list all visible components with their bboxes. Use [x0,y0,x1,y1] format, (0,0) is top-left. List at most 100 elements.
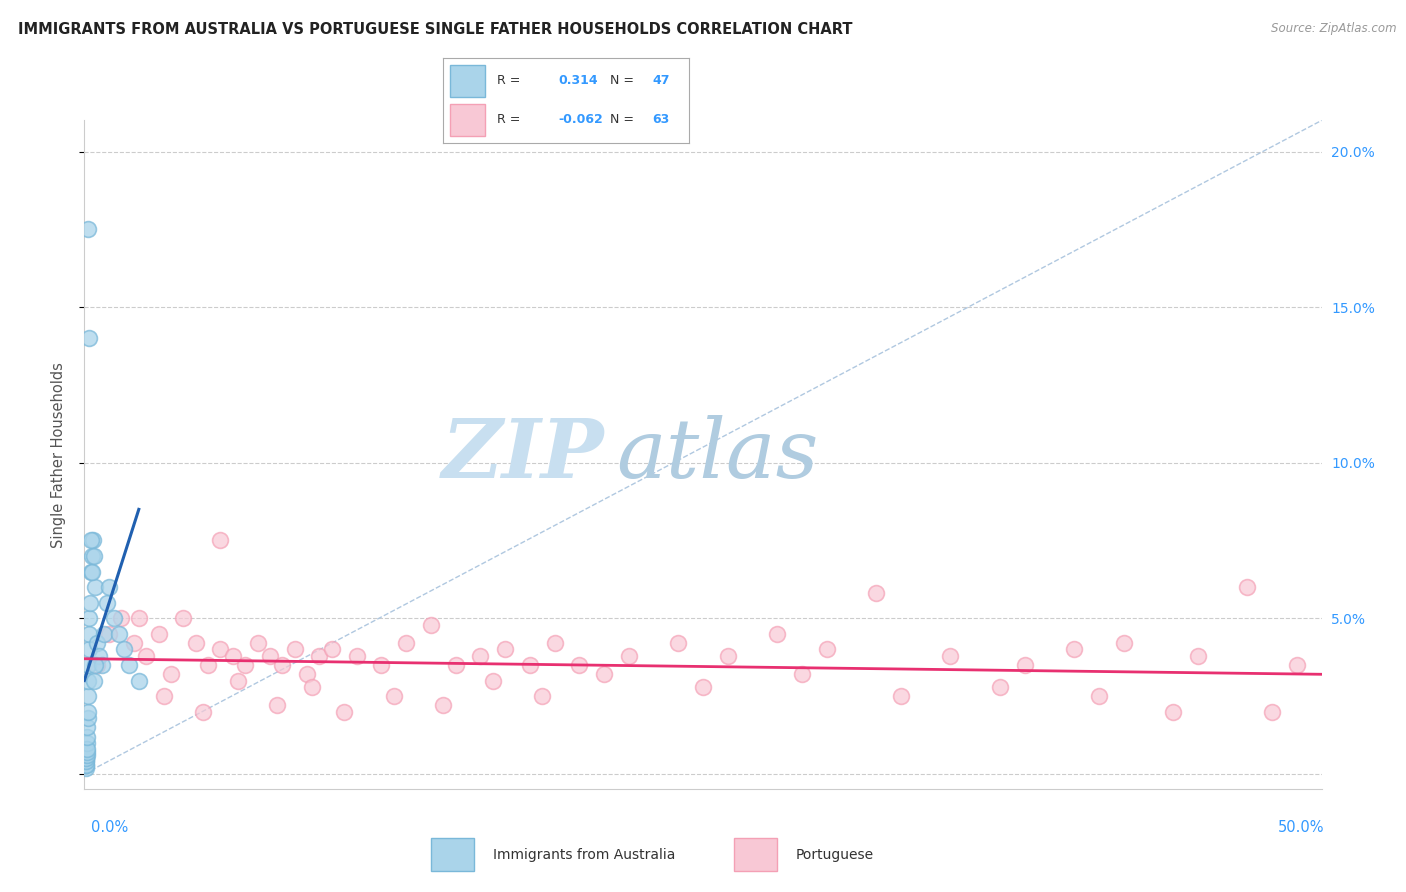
Point [135,648,157,663]
Point [172,611,194,625]
Point [75,755,97,769]
Point [271,657,294,672]
Point [346,648,368,663]
Point [1063,642,1085,657]
Point [76,689,98,703]
Point [112,642,135,657]
FancyBboxPatch shape [734,838,778,871]
Point [75,755,97,769]
Text: R =: R = [498,113,520,127]
Point [617,648,640,663]
Point [75,742,97,756]
FancyBboxPatch shape [450,65,485,97]
Text: N =: N = [610,113,634,127]
Point [259,648,281,663]
Point [75,751,97,765]
Point [110,611,132,625]
Point [246,636,269,650]
Point [75,751,97,765]
Point [76,745,98,759]
Point [80,533,103,548]
Point [692,680,714,694]
Point [481,673,503,688]
Point [191,705,214,719]
Point [1236,580,1258,594]
Point [90,657,112,672]
Point [444,657,467,672]
Point [939,648,962,663]
Point [295,667,318,681]
Point [284,642,307,657]
Point [666,636,689,650]
Text: -0.062: -0.062 [558,113,603,127]
Point [370,657,392,672]
Point [76,730,98,744]
Point [184,636,207,650]
Point [766,627,789,641]
Point [519,657,541,672]
Point [75,757,97,772]
Point [148,627,170,641]
FancyBboxPatch shape [430,838,474,871]
Point [89,648,111,663]
Point [160,667,183,681]
Point [395,636,418,650]
Point [494,642,516,657]
Point [82,565,104,579]
Point [1187,648,1209,663]
Point [988,680,1011,694]
Point [717,648,740,663]
Point [209,533,232,548]
Point [79,565,101,579]
Point [128,611,150,625]
Point [382,689,405,703]
Text: 0.0%: 0.0% [91,821,128,835]
Point [98,627,121,641]
Point [543,636,565,650]
Point [233,657,256,672]
Point [93,627,115,641]
Point [890,689,912,703]
Point [98,580,121,594]
Point [790,667,813,681]
Text: ZIP: ZIP [441,415,605,495]
Point [76,736,98,750]
Point [419,617,441,632]
Point [83,549,105,563]
Point [75,751,97,765]
Text: Immigrants from Australia: Immigrants from Australia [492,847,675,862]
Point [86,657,108,672]
Point [86,636,108,650]
Point [222,648,245,663]
Point [77,331,100,345]
Point [321,642,343,657]
Text: Portuguese: Portuguese [796,847,875,862]
Text: 47: 47 [652,74,669,87]
Y-axis label: Single Father Households: Single Father Households [51,362,66,548]
Point [531,689,554,703]
Point [103,611,125,625]
Point [77,222,100,236]
Point [593,667,616,681]
Point [84,580,107,594]
Point [79,611,101,625]
Text: N =: N = [610,74,634,87]
FancyBboxPatch shape [450,103,485,136]
Point [76,720,98,734]
Point [128,673,150,688]
Point [470,648,492,663]
Point [108,627,131,641]
Point [1285,657,1308,672]
Point [76,705,98,719]
Point [83,673,105,688]
Point [226,673,249,688]
Point [209,642,232,657]
Text: 0.314: 0.314 [558,74,598,87]
Point [77,657,100,672]
Point [77,673,100,688]
Point [75,757,97,772]
Text: 50.0%: 50.0% [1278,821,1324,835]
Point [76,742,98,756]
Point [1161,705,1184,719]
Point [118,657,141,672]
